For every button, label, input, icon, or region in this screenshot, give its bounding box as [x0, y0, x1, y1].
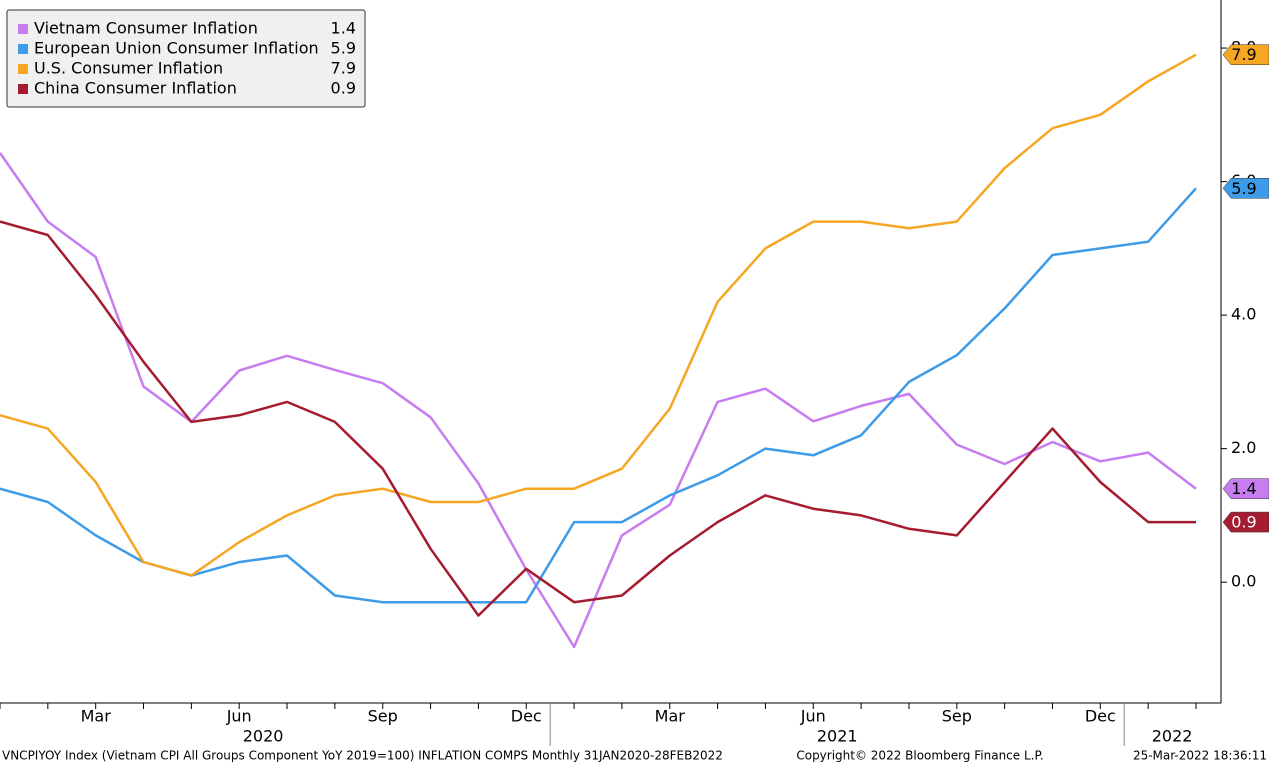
- y-tick-label: 2.0: [1231, 438, 1256, 457]
- legend: Vietnam Consumer Inflation 1.4 European Un…: [6, 9, 366, 108]
- value-badge-label: 0.9: [1231, 513, 1256, 532]
- value-badge-label: 1.4: [1231, 479, 1256, 498]
- x-tick-label: Jun: [800, 707, 826, 726]
- value-badge-label: 7.9: [1231, 45, 1256, 64]
- footer-timestamp: 25-Mar-2022 18:36:11: [1133, 749, 1267, 763]
- value-badge: [1222, 178, 1269, 199]
- legend-label: U.S. Consumer Inflation: [34, 59, 223, 78]
- legend-box: [6, 9, 366, 108]
- value-badge: [1222, 478, 1269, 499]
- series-line: [0, 187, 1197, 604]
- year-label: 2020: [243, 727, 284, 746]
- legend-value: 0.9: [331, 79, 356, 98]
- legend-label: Vietnam Consumer Inflation: [34, 19, 258, 38]
- x-tick-label: Dec: [511, 707, 542, 726]
- year-label: 2021: [817, 727, 858, 746]
- legend-value: 7.9: [331, 59, 356, 78]
- value-badge: [1222, 511, 1269, 533]
- legend-label: China Consumer Inflation: [34, 79, 237, 98]
- y-tick-label: 0.0: [1231, 572, 1256, 591]
- y-tick-label: 4.0: [1231, 305, 1256, 324]
- legend-swatch: [18, 24, 28, 34]
- x-tick-label: Sep: [368, 707, 398, 726]
- value-badge-label: 5.9: [1231, 179, 1256, 198]
- x-tick-label: Dec: [1085, 707, 1116, 726]
- legend-label: European Union Consumer Inflation: [34, 39, 319, 58]
- x-tick-label: Mar: [655, 707, 686, 726]
- x-tick-label: Sep: [942, 707, 972, 726]
- series-line: [0, 53, 1197, 577]
- series-line: [0, 152, 1197, 649]
- legend-value: 1.4: [331, 19, 356, 38]
- footer-source: VNCPIYOY Index (Vietnam CPI All Groups C…: [2, 749, 723, 763]
- legend-swatch: [18, 64, 28, 74]
- legend-value: 5.9: [331, 39, 356, 58]
- series-line: [0, 220, 1196, 617]
- x-tick-label: Jun: [226, 707, 252, 726]
- value-badge: [1222, 44, 1269, 65]
- legend-swatch: [18, 44, 28, 54]
- legend-swatch: [18, 84, 28, 94]
- year-label: 2022: [1152, 727, 1193, 746]
- footer-copyright: Copyright© 2022 Bloomberg Finance L.P.: [796, 749, 1043, 763]
- x-tick-label: Mar: [81, 707, 112, 726]
